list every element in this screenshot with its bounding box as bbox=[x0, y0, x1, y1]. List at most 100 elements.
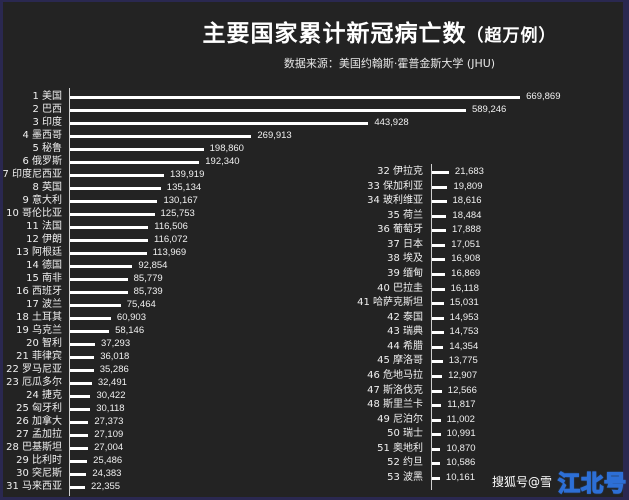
category-label: 41 哈萨克斯坦 bbox=[357, 297, 423, 309]
data-bar bbox=[70, 330, 110, 334]
category-label-row: 44 希腊 bbox=[0, 341, 423, 353]
value-label: 75,464 bbox=[126, 298, 156, 310]
category-label-row: 14 德国 bbox=[0, 260, 62, 272]
data-bar bbox=[432, 272, 446, 276]
data-source: 数据来源：美国约翰斯·霍普金斯大学 (JHU) bbox=[283, 57, 496, 70]
category-label: 3 印度 bbox=[32, 116, 62, 128]
value-label: 21,683 bbox=[454, 166, 484, 177]
category-label-row: 11 法国 bbox=[0, 221, 62, 233]
data-bar bbox=[70, 108, 466, 112]
data-bar bbox=[70, 486, 86, 490]
category-label-row: 35 荷兰 bbox=[0, 210, 423, 222]
data-bar bbox=[432, 462, 441, 466]
data-bar bbox=[70, 277, 128, 281]
data-bar bbox=[432, 389, 442, 393]
watermark-text: 搜狐号@雪 bbox=[492, 475, 553, 489]
data-bar bbox=[432, 302, 444, 306]
category-label-row: 30 突尼斯 bbox=[0, 468, 62, 480]
category-label-row: 33 保加利亚 bbox=[0, 181, 423, 193]
category-label-row: 12 伊朗 bbox=[0, 234, 62, 246]
category-label-row: 16 西班牙 bbox=[0, 286, 62, 298]
category-label: 6 俄罗斯 bbox=[22, 155, 62, 167]
value-label: 10,161 bbox=[445, 471, 475, 483]
category-label-row: 17 波兰 bbox=[0, 299, 62, 311]
value-label: 27,373 bbox=[94, 416, 124, 428]
category-label: 53 波黑 bbox=[387, 471, 423, 483]
category-label: 52 约旦 bbox=[387, 457, 423, 469]
category-label-row: 27 孟加拉 bbox=[0, 429, 62, 441]
value-label: 16,908 bbox=[451, 253, 481, 265]
data-bar bbox=[70, 121, 369, 125]
data-bar bbox=[70, 147, 204, 151]
data-bar bbox=[70, 369, 94, 373]
data-bar bbox=[70, 212, 155, 216]
category-label-row: 25 匈牙利 bbox=[0, 403, 62, 415]
category-label-row: 38 埃及 bbox=[0, 253, 423, 265]
value-label: 18,616 bbox=[452, 195, 482, 207]
value-label: 589,246 bbox=[471, 103, 507, 115]
category-label-row: 28 巴基斯坦 bbox=[0, 442, 62, 454]
category-label: 23 厄瓜多尔 bbox=[6, 377, 62, 389]
category-label-row: 7 印度尼西亚 bbox=[0, 169, 62, 181]
value-label: 11,817 bbox=[447, 399, 476, 411]
category-label: 47 斯洛伐克 bbox=[367, 384, 423, 396]
data-bar bbox=[70, 225, 149, 229]
data-bar bbox=[70, 421, 89, 425]
data-bar bbox=[432, 171, 449, 174]
category-label-row: 34 玻利维亚 bbox=[0, 195, 423, 207]
data-bar bbox=[432, 229, 446, 233]
category-label: 16 西班牙 bbox=[16, 285, 62, 297]
category-label: 25 匈牙利 bbox=[16, 403, 62, 415]
category-label: 37 日本 bbox=[387, 238, 423, 250]
category-label: 29 比利时 bbox=[16, 455, 62, 467]
category-label-row: 48 斯里兰卡 bbox=[0, 399, 423, 411]
value-label: 27,109 bbox=[94, 429, 124, 441]
category-label: 48 斯里兰卡 bbox=[367, 399, 423, 411]
data-bar bbox=[70, 303, 121, 307]
category-label-row: 41 哈萨克斯坦 bbox=[0, 297, 423, 309]
category-label: 13 阿根廷 bbox=[16, 246, 62, 258]
value-label: 116,506 bbox=[154, 220, 188, 232]
category-label: 10 哥伦比亚 bbox=[6, 207, 62, 219]
value-label: 443,928 bbox=[374, 116, 409, 128]
value-label: 13,775 bbox=[448, 355, 478, 367]
data-bar bbox=[432, 214, 447, 218]
value-label: 16,869 bbox=[451, 267, 481, 279]
category-label: 24 捷克 bbox=[26, 390, 62, 402]
category-label-row: 6 俄罗斯 bbox=[0, 156, 62, 168]
value-label: 116,072 bbox=[154, 233, 188, 245]
category-label: 18 土耳其 bbox=[16, 312, 62, 323]
value-label: 27,004 bbox=[94, 442, 124, 454]
category-label: 21 菲律宾 bbox=[16, 351, 62, 363]
value-label: 11,002 bbox=[446, 413, 475, 425]
data-bar bbox=[432, 258, 446, 262]
data-bar bbox=[432, 433, 441, 437]
category-label-row: 45 摩洛哥 bbox=[0, 355, 423, 367]
value-label: 36,018 bbox=[100, 351, 130, 363]
category-label: 22 罗马尼亚 bbox=[6, 364, 62, 376]
title-suffix: （超万例） bbox=[466, 26, 557, 46]
category-label: 12 伊朗 bbox=[26, 233, 62, 245]
category-label-row: 22 罗马尼亚 bbox=[0, 364, 62, 376]
category-label: 1 美国 bbox=[32, 90, 62, 102]
chart-title: 主要国家累计新冠病亡数（超万例） bbox=[0, 14, 629, 48]
value-label: 37,293 bbox=[101, 338, 131, 350]
value-label: 10,586 bbox=[446, 457, 476, 469]
category-label: 49 尼泊尔 bbox=[377, 413, 423, 425]
category-label-row: 19 乌克兰 bbox=[0, 325, 62, 337]
category-label: 35 荷兰 bbox=[387, 209, 423, 221]
data-bar bbox=[70, 173, 165, 177]
value-label: 25,486 bbox=[93, 455, 123, 467]
value-label: 14,953 bbox=[449, 311, 479, 323]
category-label-row: 18 土耳其 bbox=[0, 312, 62, 324]
category-label-row: 52 约旦 bbox=[0, 457, 423, 469]
value-label: 60,903 bbox=[116, 312, 146, 323]
category-label-row: 29 比利时 bbox=[0, 455, 62, 467]
value-label: 22,355 bbox=[91, 481, 121, 493]
category-label-row: 31 马来西亚 bbox=[0, 481, 62, 493]
category-label-row: 8 英国 bbox=[0, 182, 62, 194]
value-label: 10,991 bbox=[446, 428, 476, 440]
category-label: 15 南非 bbox=[26, 272, 62, 284]
value-label: 24,383 bbox=[92, 468, 122, 480]
category-label-row: 32 伊拉克 bbox=[0, 166, 423, 178]
